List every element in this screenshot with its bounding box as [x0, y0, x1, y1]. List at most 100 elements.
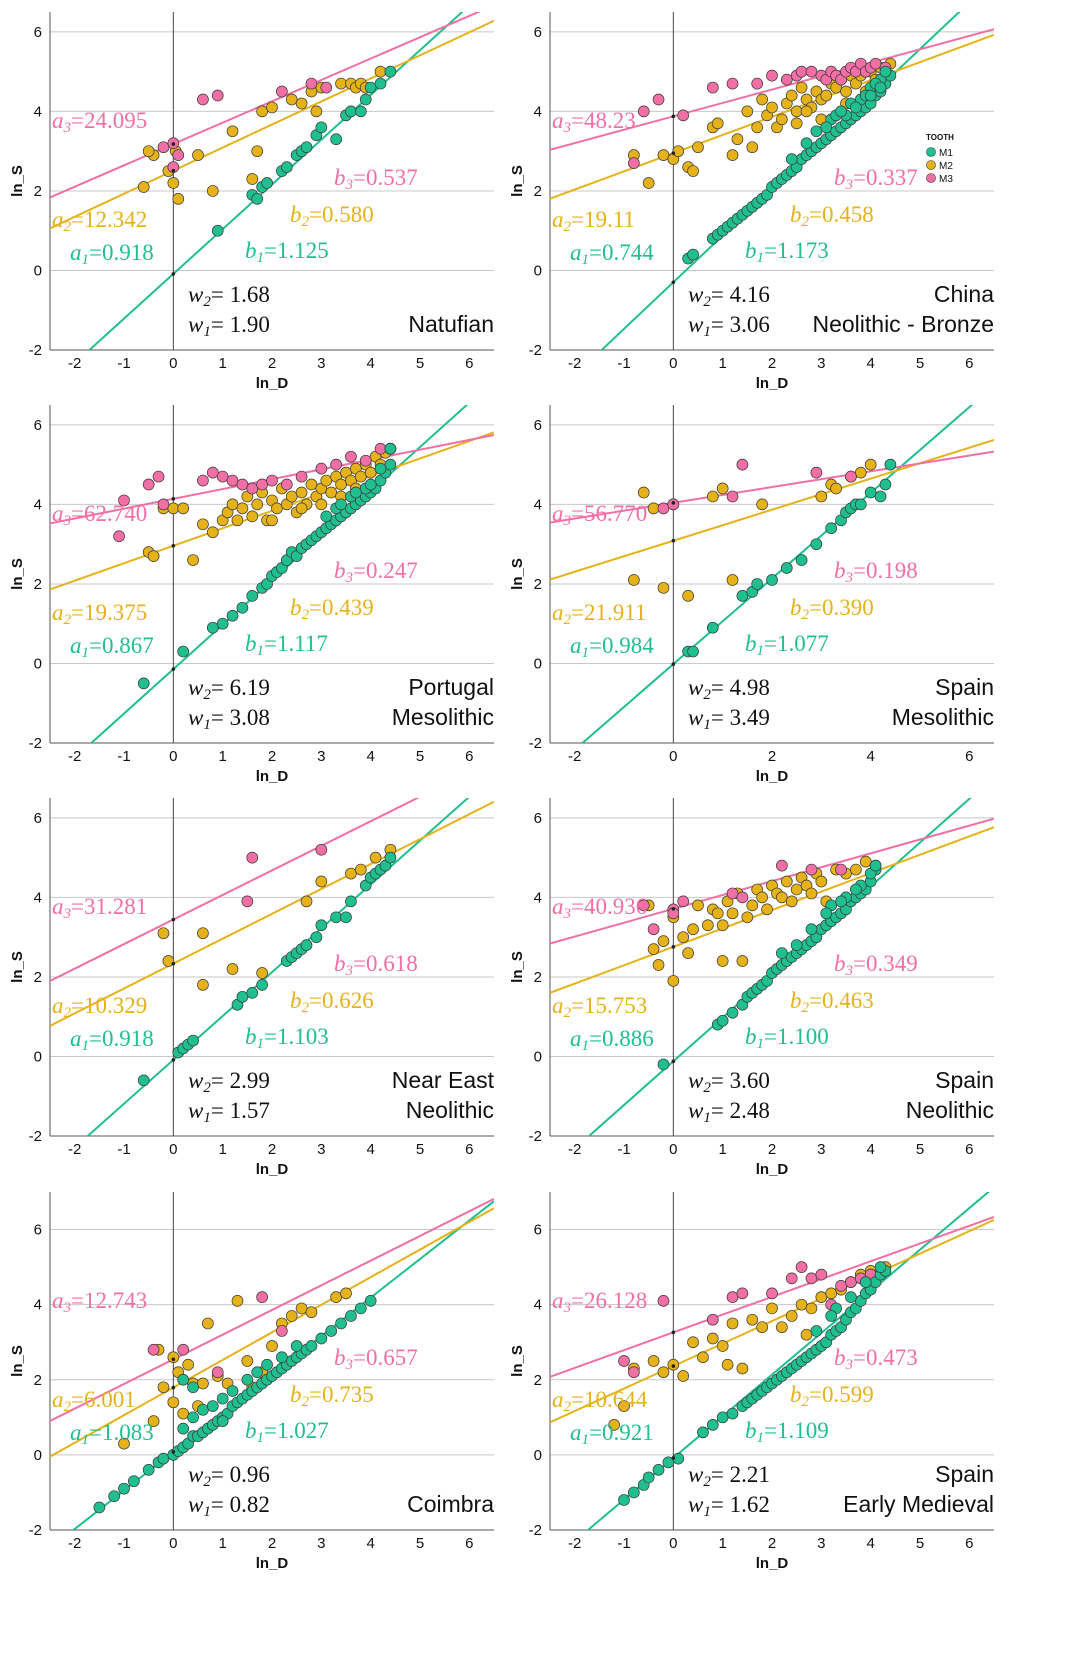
data-point-m2: [805, 1302, 818, 1315]
x-axis-label: ln_D: [756, 1555, 789, 1572]
data-point-m1: [364, 478, 377, 491]
x-tick-label: 5: [416, 355, 424, 372]
data-point-m2: [795, 1298, 808, 1311]
x-tick-label: 0: [669, 1141, 677, 1158]
data-point-m3: [206, 466, 219, 479]
data-point-m3: [197, 474, 209, 487]
data-point-m1: [810, 1325, 823, 1337]
coef-label-b2: b2=0.626: [290, 988, 374, 1016]
x-tick-label: 4: [866, 1535, 874, 1552]
data-point-m3: [795, 65, 808, 78]
coef-label-a2: a2=19.11: [552, 207, 635, 235]
data-point-m1: [374, 462, 387, 475]
scatter-chart: -2 0 2 4 6 -2 -1 0 1 2 3 4 5 6 ln_D ln_S a3=40.936 a2=15.…: [509, 798, 994, 1178]
data-point-m2: [815, 1291, 828, 1304]
coef-label-a2: a2=10.329: [52, 993, 147, 1021]
data-point-m2: [677, 1370, 690, 1382]
data-point-m2: [706, 490, 719, 503]
data-point-m2: [345, 867, 357, 880]
y-tick-label: 2: [34, 969, 42, 986]
x-tick-label: 1: [218, 355, 226, 372]
coef-label-a1: a1=1.083: [70, 1420, 154, 1448]
data-point-m1: [216, 1415, 229, 1427]
data-point-m1: [108, 1490, 120, 1503]
intercept-dot: [671, 501, 676, 505]
coef-label-a2: a2=19.375: [52, 600, 147, 628]
data-point-m1: [795, 554, 808, 566]
data-point-m2: [756, 498, 768, 511]
data-point-m2: [785, 1310, 798, 1322]
data-point-m1: [354, 105, 367, 118]
x-tick-label: -2: [68, 355, 81, 372]
period-label: Mesolithic: [892, 704, 994, 730]
x-tick-label: 6: [965, 748, 973, 765]
coef-label-a1: a1=0.921: [570, 1420, 654, 1448]
y-axis-label: ln_S: [509, 1345, 526, 1377]
data-point-m2: [731, 133, 744, 146]
data-point-m2: [830, 482, 842, 495]
intercept-dot: [671, 114, 676, 119]
x-tick-label: 6: [465, 1535, 473, 1552]
data-point-m2: [815, 490, 828, 503]
data-point-m2: [167, 1396, 180, 1409]
scatter-panel: -2 0 2 4 6 -2 0 2 4 6 ln_D ln_S a3=56.770 a2=21.911 a1…: [500, 393, 1000, 786]
scatter-chart: -2 0 2 4 6 -2 -1 0 1 2 3 4 5 6 ln_D ln_S a3=31.281 a2=10.…: [9, 798, 495, 1178]
x-tick-label: 0: [669, 1535, 677, 1552]
data-point-m1: [211, 224, 224, 237]
x-axis-label: ln_D: [756, 768, 789, 785]
data-point-m1: [187, 1381, 199, 1394]
place-label: Near East: [392, 1067, 495, 1093]
coef-label-a3: a3=62.740: [52, 501, 147, 529]
data-point-m1: [776, 947, 788, 959]
data-point-m1: [716, 1411, 729, 1424]
data-point-m2: [142, 145, 155, 158]
data-point-m2: [167, 502, 180, 515]
data-point-m1: [751, 578, 764, 590]
scatter-chart: -2 0 2 4 6 -2 -1 0 1 2 3 4 5 6 ln_D ln_S a3=26.128 a2=10.…: [509, 1192, 994, 1572]
data-point-m2: [687, 1336, 699, 1349]
coef-label-a3: a3=31.281: [52, 894, 147, 922]
x-tick-label: 0: [169, 1141, 177, 1158]
data-point-m2: [726, 907, 739, 920]
data-point-m2: [226, 125, 239, 138]
coef-label-b2: b2=0.463: [790, 988, 874, 1016]
data-point-m1: [869, 859, 882, 872]
data-point-m2: [687, 165, 699, 177]
data-point-m1: [251, 193, 264, 205]
x-tick-label: 6: [465, 1141, 473, 1158]
data-point-m1: [874, 1261, 887, 1273]
y-axis-label: ln_S: [9, 951, 26, 983]
data-point-m1: [657, 1058, 670, 1071]
scatter-chart: -2 0 2 4 6 -2 0 2 4 6 ln_D ln_S a3=56.770 a2=21.911 a1…: [509, 405, 994, 785]
data-point-m1: [726, 1407, 739, 1420]
weight-label-w2: w2= 4.98: [688, 675, 770, 703]
data-point-m2: [305, 478, 318, 491]
data-point-m1: [226, 609, 239, 622]
data-point-m3: [374, 442, 387, 455]
data-point-m1: [652, 1464, 665, 1476]
data-point-m2: [785, 89, 798, 102]
data-point-m2: [285, 93, 298, 106]
x-tick-label: 4: [866, 748, 874, 765]
data-point-m2: [726, 1317, 739, 1330]
data-point-m2: [790, 105, 803, 118]
data-point-m1: [290, 1340, 303, 1352]
data-point-m1: [706, 621, 719, 634]
y-tick-label: -2: [529, 1128, 542, 1145]
data-point-m1: [820, 121, 833, 134]
x-tick-label: 3: [317, 1535, 325, 1552]
data-point-m3: [157, 498, 170, 511]
y-tick-label: 2: [534, 183, 542, 200]
weight-label-w2: w2= 0.96: [188, 1462, 270, 1490]
data-point-m2: [340, 1287, 352, 1300]
data-point-m1: [618, 1494, 630, 1506]
x-tick-label: 3: [817, 1535, 825, 1552]
data-point-m1: [187, 1411, 199, 1424]
data-point-m2: [840, 85, 852, 98]
coef-label-b3: b3=0.473: [834, 1345, 918, 1373]
y-tick-label: 2: [534, 969, 542, 986]
y-tick-label: 4: [34, 496, 42, 513]
data-point-m2: [776, 113, 788, 126]
regression-line-m3: [50, 12, 481, 199]
x-tick-label: 6: [965, 355, 973, 372]
